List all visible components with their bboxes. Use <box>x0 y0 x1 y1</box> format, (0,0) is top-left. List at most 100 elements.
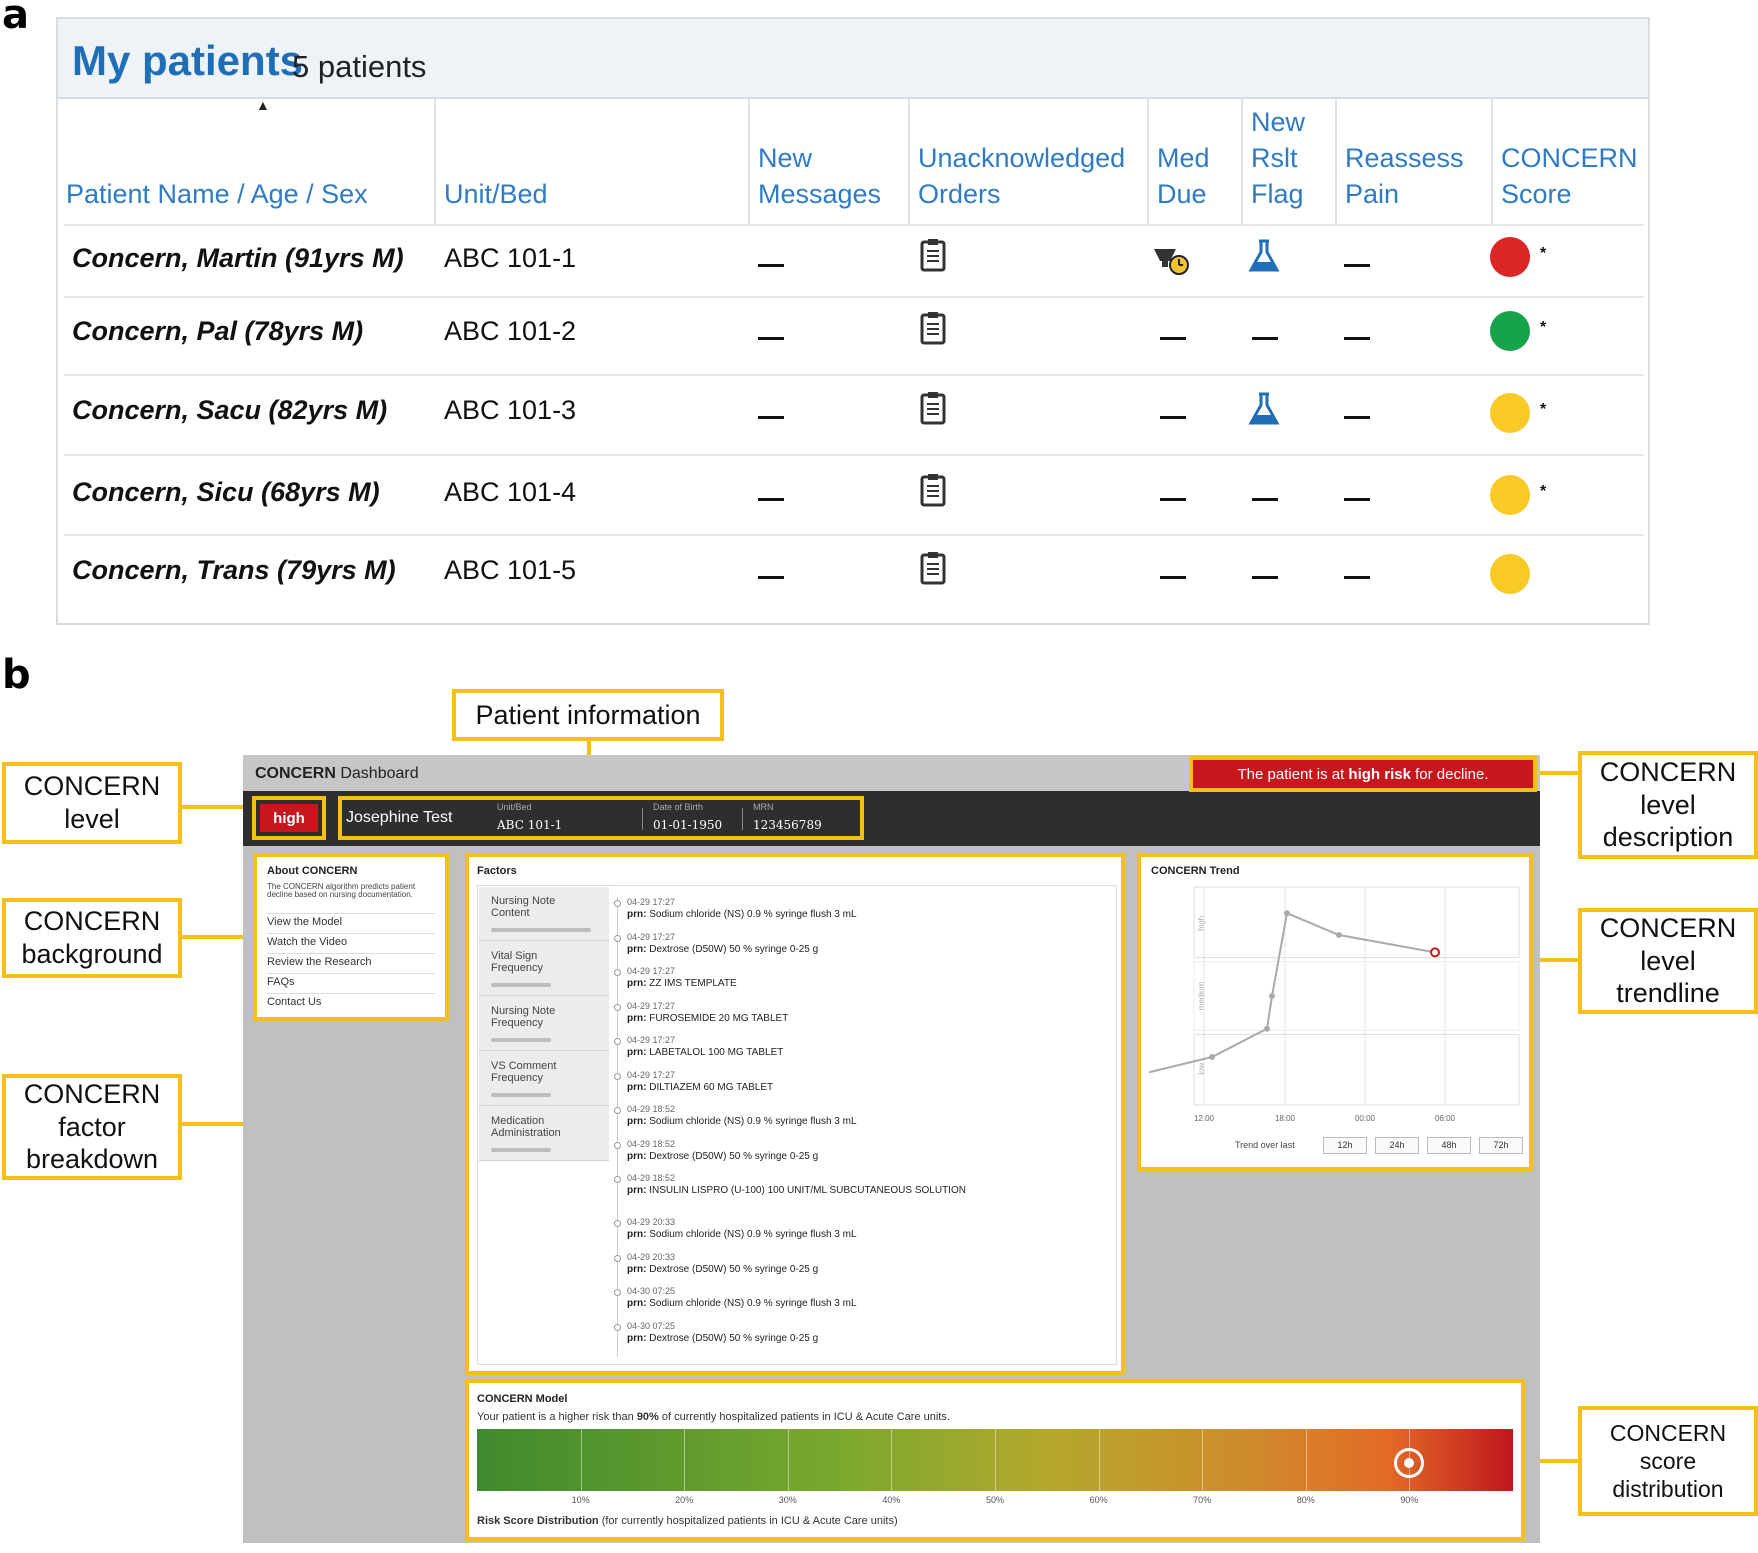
entry-text: prn: ZZ IMS TEMPLATE <box>627 978 997 989</box>
prn-label: prn: <box>627 1263 650 1275</box>
column-header-unit-bed[interactable]: Unit/Bed <box>434 99 748 224</box>
trend-72h-button[interactable]: 72h <box>1479 1137 1523 1154</box>
connector-line <box>180 935 256 939</box>
mrn-value: 123456789 <box>753 818 822 832</box>
concern-score-dot[interactable] <box>1490 393 1530 433</box>
connector-line <box>1538 771 1580 775</box>
factor-tab[interactable]: Vital Sign Frequency <box>479 942 609 996</box>
trend-over-label: Trend over last <box>1235 1140 1295 1150</box>
distribution-grid-line <box>1202 1429 1204 1491</box>
entry-time: 04-29 17:27 <box>627 1000 676 1011</box>
entry-text: prn: Sodium chloride (NS) 0.9 % syringe … <box>627 1117 997 1127</box>
clipboard-icon[interactable] <box>920 311 946 345</box>
trend-heading: CONCERN Trend <box>1151 865 1240 877</box>
entry-time: 04-29 17:27 <box>627 1069 676 1080</box>
lab-flask-icon[interactable] <box>1247 238 1281 274</box>
patient-name[interactable]: Concern, Pal (78yrs M) <box>72 316 364 346</box>
factor-tab[interactable]: Nursing Note Frequency <box>479 997 609 1051</box>
distribution-tick-label: 20% <box>675 1495 694 1505</box>
factor-tab[interactable]: VS Comment Frequency <box>479 1052 609 1106</box>
timeline-line <box>617 897 618 1357</box>
trend-24h-button[interactable]: 24h <box>1375 1137 1419 1154</box>
dob-value: 01-01-1950 <box>653 818 723 832</box>
about-link[interactable]: Watch the Video <box>267 933 435 953</box>
clipboard-icon[interactable] <box>920 391 946 425</box>
entry-value: INSULIN LISPRO (U-100) 100 UNIT/ML SUBCU… <box>649 1185 966 1196</box>
x-tick-label: 00:00 <box>1355 1114 1376 1123</box>
timeline-dot <box>614 1072 621 1080</box>
column-header-unack-orders[interactable]: Unacknowledged Orders <box>908 99 1147 224</box>
patient-name[interactable]: Concern, Sicu (68yrs M) <box>72 477 380 507</box>
patient-name[interactable]: Concern, Sacu (82yrs M) <box>72 395 388 425</box>
timeline-dot <box>614 1220 621 1227</box>
about-link[interactable]: FAQs <box>267 973 435 993</box>
prn-label: prn: <box>627 1081 650 1093</box>
unit-bed: ABC 101-3 <box>444 395 577 425</box>
medication-due-icon[interactable] <box>1152 243 1192 277</box>
model-box: CONCERN Model Your patient is a higher r… <box>465 1379 1525 1541</box>
concern-score-dot[interactable] <box>1490 475 1530 515</box>
x-tick-label: 06:00 <box>1435 1114 1456 1123</box>
patient-name[interactable]: Concern, Martin (91yrs M) <box>72 243 404 273</box>
model-sentence-post: of currently hospitalized patients in IC… <box>661 1411 950 1423</box>
entry-text: prn: FUROSEMIDE 20 MG TABLET <box>627 1012 997 1024</box>
about-link[interactable]: Review the Research <box>267 953 435 973</box>
factor-tab[interactable]: Nursing Note Content <box>479 887 609 941</box>
column-header-concern-score[interactable]: CONCERN Score <box>1491 99 1652 224</box>
timeline-dot <box>614 1107 621 1114</box>
table-row[interactable] <box>64 374 1644 454</box>
score-asterisk: * <box>1540 401 1547 418</box>
concern-level-badge: high <box>260 804 318 832</box>
trend-box: CONCERN Trend high medium low 12:00 18:00 00:… <box>1137 853 1533 1171</box>
table-row[interactable] <box>64 534 1644 614</box>
factor-tab[interactable]: Medication Administration <box>479 1107 609 1161</box>
column-header-patient[interactable]: Patient Name / Age / Sex <box>66 179 368 209</box>
annotation-factor-breakdown: CONCERN factor breakdown <box>2 1074 182 1180</box>
entry-time: 04-29 17:27 <box>627 931 676 942</box>
entry-text: prn: Sodium chloride (NS) 0.9 % syringe … <box>627 1299 997 1309</box>
table-row[interactable] <box>64 296 1644 374</box>
prn-label: prn: <box>627 1229 650 1240</box>
my-patients-panel: My patients 5 patients ▲ Patient Name / … <box>56 17 1650 625</box>
column-header-reassess-pain[interactable]: Reassess Pain <box>1335 99 1491 224</box>
table-row[interactable] <box>64 224 1644 296</box>
clipboard-icon[interactable] <box>920 473 946 507</box>
trend-current-point <box>1430 947 1440 958</box>
table-row[interactable] <box>64 454 1644 534</box>
band-low <box>1193 1033 1520 1106</box>
distribution-tick-label: 90% <box>1400 1495 1419 1505</box>
about-link[interactable]: View the Model <box>267 913 435 933</box>
concern-score-dot[interactable] <box>1490 554 1530 594</box>
trend-48h-button[interactable]: 48h <box>1427 1137 1471 1154</box>
timeline-dot <box>614 900 621 907</box>
prn-label: prn: <box>627 978 650 989</box>
empty-dash <box>758 264 784 267</box>
factor-tab-label: VS Comment Frequency <box>491 1060 557 1084</box>
model-percent: 90% <box>636 1411 659 1423</box>
clipboard-icon[interactable] <box>920 238 946 272</box>
distribution-tick-label: 40% <box>882 1495 901 1505</box>
column-header-new-rslt-flag[interactable]: New Rslt Flag <box>1241 99 1335 224</box>
clipboard-icon[interactable] <box>920 551 946 585</box>
connector-line <box>587 729 591 759</box>
about-link[interactable]: Contact Us <box>267 993 435 1013</box>
entry-time: 04-29 17:27 <box>627 1035 676 1045</box>
factor-tab-bar <box>491 928 591 932</box>
entry-value: Sodium chloride (NS) 0.9 % syringe flush… <box>649 909 857 920</box>
empty-dash <box>1160 337 1186 340</box>
prn-label: prn: <box>627 909 650 920</box>
empty-dash <box>1252 576 1278 579</box>
concern-score-dot[interactable] <box>1490 311 1530 351</box>
entry-value: FUROSEMIDE 20 MG TABLET <box>649 1012 789 1024</box>
panel-header: My patients 5 patients <box>58 19 1648 99</box>
patient-name[interactable]: Concern, Trans (79yrs M) <box>72 555 396 585</box>
lab-flask-icon[interactable] <box>1247 391 1281 427</box>
trend-12h-button[interactable]: 12h <box>1323 1137 1367 1154</box>
column-header-new-messages[interactable]: New Messages <box>748 99 908 224</box>
concern-score-dot[interactable] <box>1490 237 1530 277</box>
column-header-med-due[interactable]: Med Due <box>1147 99 1241 224</box>
trend-point <box>1209 1054 1215 1060</box>
timeline-dot <box>614 1003 621 1011</box>
trend-buttons: 12h 24h 48h 72h <box>1323 1137 1523 1155</box>
sort-arrow-icon[interactable]: ▲ <box>256 97 270 113</box>
